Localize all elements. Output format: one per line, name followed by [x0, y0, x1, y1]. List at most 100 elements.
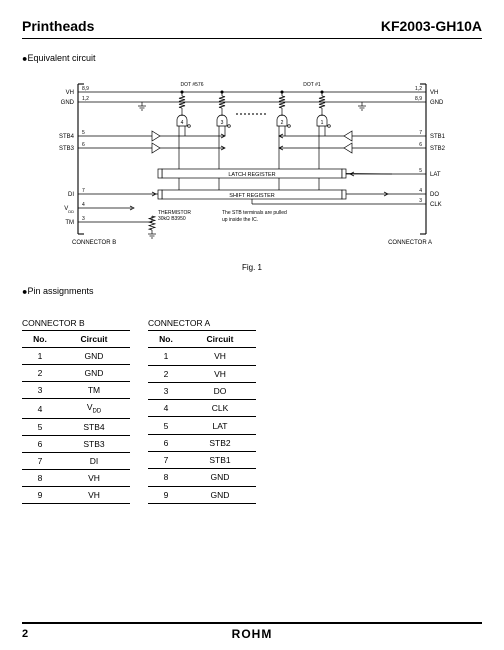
table-row: 2GND — [22, 365, 130, 382]
header-right-title: KF2003-GH10A — [381, 18, 482, 34]
cell-circuit: LAT — [184, 417, 256, 434]
table-row: 9VH — [22, 486, 130, 503]
page: Printheads KF2003-GH10A ●Equivalent circ… — [0, 0, 504, 650]
table-row: 4CLK — [148, 400, 256, 417]
cell-circuit: VH — [184, 365, 256, 382]
table-row: 6STB3 — [22, 435, 130, 452]
section-equivalent-circuit: ●Equivalent circuit — [22, 53, 482, 64]
cell-circuit: STB4 — [58, 418, 130, 435]
svg-text:5: 5 — [82, 130, 85, 136]
cell-circuit: VDD — [58, 399, 130, 419]
cell-circuit: VH — [58, 469, 130, 486]
table-connector-a: CONNECTOR A No. Circuit 1VH2VH3DO4CLK5LA… — [148, 318, 256, 504]
svg-text:STB4: STB4 — [59, 134, 75, 140]
tables-area: CONNECTOR B No. Circuit 1GND2GND3TM4VDD5… — [22, 318, 482, 504]
table-row: 2VH — [148, 365, 256, 382]
svg-text:6: 6 — [82, 142, 85, 148]
svg-text:LAT: LAT — [430, 172, 441, 178]
table-row: 3DO — [148, 382, 256, 399]
col-no: No. — [22, 331, 58, 348]
cell-circuit: GND — [184, 486, 256, 503]
svg-text:30kΩ B3950: 30kΩ B3950 — [158, 216, 186, 222]
cell-no: 8 — [148, 469, 184, 486]
svg-text:The STB terminals are pulled: The STB terminals are pulled — [222, 210, 287, 216]
table-a-caption: CONNECTOR A — [148, 318, 256, 330]
cell-circuit: GND — [184, 469, 256, 486]
table-row: 9GND — [148, 486, 256, 503]
table-row: 8VH — [22, 469, 130, 486]
svg-text:3: 3 — [221, 120, 224, 126]
table-row: 4VDD — [22, 399, 130, 419]
svg-text:1,2: 1,2 — [415, 86, 422, 92]
page-header: Printheads KF2003-GH10A — [22, 18, 482, 39]
table-row: 7STB1 — [148, 452, 256, 469]
page-number: 2 — [22, 628, 28, 640]
circuit-svg: CONNECTOR BCONNECTOR A8,9VH1,2GND5STB46S… — [42, 74, 462, 254]
pin-assignments-label: Pin assignments — [27, 286, 93, 296]
equivalent-circuit-label: Equivalent circuit — [27, 53, 95, 63]
col-circuit: Circuit — [58, 331, 130, 348]
brand-logo: ROHM — [232, 627, 273, 641]
cell-no: 4 — [22, 399, 58, 419]
svg-text:6: 6 — [419, 142, 422, 148]
svg-text:4: 4 — [419, 188, 422, 194]
cell-no: 7 — [22, 452, 58, 469]
svg-text:STB2: STB2 — [430, 146, 446, 152]
cell-circuit: TM — [58, 382, 130, 399]
cell-circuit: VH — [184, 348, 256, 365]
cell-no: 7 — [148, 452, 184, 469]
svg-text:STB3: STB3 — [59, 146, 75, 152]
cell-no: 2 — [22, 365, 58, 382]
table-row: 8GND — [148, 469, 256, 486]
svg-text:4: 4 — [82, 202, 85, 208]
svg-text:5: 5 — [419, 168, 422, 174]
cell-no: 8 — [22, 469, 58, 486]
cell-no: 9 — [148, 486, 184, 503]
svg-text:up inside the IC.: up inside the IC. — [222, 217, 258, 223]
svg-text:SHIFT REGISTER: SHIFT REGISTER — [229, 193, 274, 199]
svg-text:DOT #576: DOT #576 — [181, 82, 204, 88]
cell-circuit: GND — [58, 365, 130, 382]
svg-text:DI: DI — [68, 192, 74, 198]
svg-text:LATCH REGISTER: LATCH REGISTER — [228, 172, 275, 178]
svg-text:GND: GND — [61, 100, 75, 106]
cell-circuit: GND — [58, 348, 130, 365]
cell-no: 3 — [148, 382, 184, 399]
svg-text:VDD: VDD — [64, 206, 74, 214]
svg-text:VH: VH — [66, 90, 74, 96]
table-row: 1GND — [22, 348, 130, 365]
svg-text:CLK: CLK — [430, 202, 442, 208]
cell-no: 1 — [22, 348, 58, 365]
equivalent-circuit-diagram: CONNECTOR BCONNECTOR A8,9VH1,2GND5STB46S… — [42, 74, 462, 272]
col-no: No. — [148, 331, 184, 348]
svg-text:3: 3 — [82, 216, 85, 222]
svg-text:4: 4 — [181, 120, 184, 126]
cell-circuit: DO — [184, 382, 256, 399]
cell-no: 5 — [22, 418, 58, 435]
svg-text:2: 2 — [281, 120, 284, 126]
svg-text:DO: DO — [430, 192, 439, 198]
header-left-title: Printheads — [22, 18, 94, 34]
svg-text:8,9: 8,9 — [415, 96, 422, 102]
cell-circuit: STB1 — [184, 452, 256, 469]
cell-no: 5 — [148, 417, 184, 434]
table-b-caption: CONNECTOR B — [22, 318, 130, 330]
svg-text:1,2: 1,2 — [82, 96, 89, 102]
cell-circuit: CLK — [184, 400, 256, 417]
svg-text:3: 3 — [419, 198, 422, 204]
section-pin-assignments: ●Pin assignments — [22, 286, 482, 297]
table-row: 1VH — [148, 348, 256, 365]
cell-no: 2 — [148, 365, 184, 382]
table-connector-b: CONNECTOR B No. Circuit 1GND2GND3TM4VDD5… — [22, 318, 130, 504]
cell-no: 9 — [22, 486, 58, 503]
cell-no: 4 — [148, 400, 184, 417]
svg-text:VH: VH — [430, 90, 438, 96]
table-row: 7DI — [22, 452, 130, 469]
cell-no: 6 — [148, 434, 184, 451]
table-row: 6STB2 — [148, 434, 256, 451]
table-row: 5LAT — [148, 417, 256, 434]
svg-text:CONNECTOR B: CONNECTOR B — [72, 240, 116, 246]
svg-text:TM: TM — [65, 220, 74, 226]
cell-no: 3 — [22, 382, 58, 399]
svg-text:1: 1 — [321, 120, 324, 126]
